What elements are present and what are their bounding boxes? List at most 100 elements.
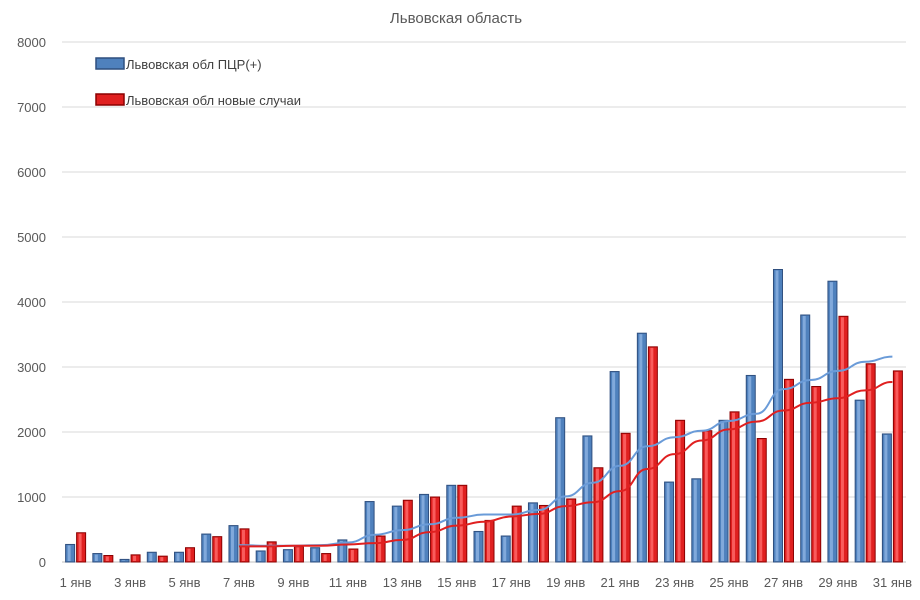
bar-pcr-highlight bbox=[421, 495, 425, 561]
x-tick-label: 3 янв bbox=[114, 575, 146, 590]
legend[interactable]: Львовская обл ПЦР(+) Львовская обл новые … bbox=[95, 57, 301, 108]
bar-pcr-highlight bbox=[94, 554, 98, 561]
bar-new-cases-highlight bbox=[623, 434, 627, 561]
bar-pcr-highlight bbox=[394, 507, 398, 561]
x-tick-label: 17 янв bbox=[492, 575, 531, 590]
bar-pcr-highlight bbox=[503, 537, 507, 561]
legend-item[interactable]: Львовская обл ПЦР(+) bbox=[95, 57, 262, 72]
bar-pcr-highlight bbox=[748, 376, 752, 561]
bar-pcr-highlight bbox=[285, 550, 289, 561]
legend-swatch bbox=[95, 93, 125, 106]
x-tick-label: 9 янв bbox=[277, 575, 309, 590]
bar-new-cases-highlight bbox=[759, 439, 763, 561]
x-tick-label: 13 янв bbox=[383, 575, 422, 590]
bar-pcr-highlight bbox=[775, 270, 779, 561]
legend-item[interactable]: Львовская обл новые случаи bbox=[95, 93, 301, 108]
legend-label: Львовская обл ПЦР(+) bbox=[126, 57, 262, 72]
trendline-new-cases bbox=[238, 380, 893, 548]
bar-new-cases-highlight bbox=[677, 421, 681, 561]
bar-pcr-highlight bbox=[122, 560, 126, 561]
bar-new-cases-highlight bbox=[514, 507, 518, 561]
bar-new-cases-highlight bbox=[296, 547, 300, 561]
bar-pcr-highlight bbox=[258, 551, 262, 561]
y-tick-label: 7000 bbox=[17, 100, 46, 115]
y-tick-label: 1000 bbox=[17, 490, 46, 505]
bar-pcr-highlight bbox=[530, 503, 534, 561]
x-tick-label: 29 янв bbox=[818, 575, 857, 590]
bar-new-cases-highlight bbox=[595, 468, 599, 561]
bar-new-cases-highlight bbox=[187, 548, 191, 561]
bar-new-cases-highlight bbox=[459, 486, 463, 561]
bar-new-cases-highlight bbox=[868, 364, 872, 561]
legend-label: Львовская обл новые случаи bbox=[126, 93, 301, 108]
x-tick-label: 7 янв bbox=[223, 575, 255, 590]
bar-new-cases-highlight bbox=[350, 550, 354, 561]
bar-pcr-highlight bbox=[829, 282, 833, 561]
bar-new-cases-highlight bbox=[786, 380, 790, 561]
bar-new-cases-highlight bbox=[732, 412, 736, 561]
bar-pcr-highlight bbox=[693, 479, 697, 561]
bar-new-cases-highlight bbox=[895, 371, 899, 561]
bar-pcr-highlight bbox=[367, 502, 371, 561]
x-tick-label: 23 янв bbox=[655, 575, 694, 590]
y-tick-label: 3000 bbox=[17, 360, 46, 375]
trendlines bbox=[238, 355, 893, 548]
bar-new-cases-highlight bbox=[813, 387, 817, 561]
bar-new-cases-highlight bbox=[432, 498, 436, 561]
bar-pcr-highlight bbox=[557, 418, 561, 561]
trendline-pcr bbox=[238, 355, 893, 547]
bar-new-cases-highlight bbox=[323, 554, 327, 561]
bar-new-cases-highlight bbox=[405, 501, 409, 561]
gridlines bbox=[62, 41, 906, 563]
bar-pcr-highlight bbox=[149, 553, 153, 561]
bar-pcr-highlight bbox=[312, 548, 316, 561]
bar-pcr-highlight bbox=[884, 434, 888, 561]
x-tick-label: 5 янв bbox=[169, 575, 201, 590]
bar-pcr-highlight bbox=[857, 401, 861, 561]
bars bbox=[65, 269, 903, 563]
bar-new-cases-highlight bbox=[840, 317, 844, 561]
x-tick-label: 1 янв bbox=[60, 575, 92, 590]
bar-new-cases-highlight bbox=[269, 542, 273, 561]
bar-new-cases-highlight bbox=[160, 557, 164, 561]
x-tick-label: 15 янв bbox=[437, 575, 476, 590]
bar-new-cases-highlight bbox=[214, 537, 218, 561]
x-tick-label: 11 янв bbox=[329, 575, 367, 590]
bar-new-cases-highlight bbox=[541, 506, 545, 561]
x-tick-label: 25 янв bbox=[709, 575, 748, 590]
chart-title: Львовская область bbox=[390, 10, 522, 27]
bar-pcr-highlight bbox=[476, 532, 479, 561]
y-axis: 0 1000 2000 3000 4000 5000 6000 7000 8000 bbox=[17, 35, 46, 570]
bar-pcr-highlight bbox=[666, 483, 670, 561]
bar-pcr-highlight bbox=[203, 535, 207, 561]
bar-pcr-highlight bbox=[802, 316, 806, 561]
x-axis: 1 янв 3 янв 5 янв 7 янв 9 янв 11 янв 13 янв 15 … bbox=[60, 575, 912, 590]
x-tick-label: 31 янв bbox=[873, 575, 912, 590]
bar-new-cases-highlight bbox=[78, 533, 82, 561]
bar-pcr-highlight bbox=[176, 553, 180, 561]
y-tick-label: 5000 bbox=[17, 230, 46, 245]
bar-new-cases-highlight bbox=[650, 347, 654, 561]
bar-new-cases-highlight bbox=[105, 556, 109, 561]
bar-new-cases-highlight bbox=[378, 537, 382, 561]
bar-pcr-highlight bbox=[584, 436, 588, 561]
bar-new-cases-highlight bbox=[704, 431, 708, 561]
bar-pcr-highlight bbox=[721, 421, 725, 561]
x-tick-label: 27 янв bbox=[764, 575, 803, 590]
y-tick-label: 2000 bbox=[17, 425, 46, 440]
legend-swatch bbox=[95, 57, 125, 70]
bar-pcr-highlight bbox=[339, 540, 343, 561]
bar-pcr-highlight bbox=[230, 526, 234, 561]
bar-pcr-highlight bbox=[67, 545, 71, 561]
bar-pcr-highlight bbox=[448, 486, 452, 561]
bar-new-cases-highlight bbox=[487, 521, 490, 561]
x-tick-label: 21 янв bbox=[601, 575, 640, 590]
bar-new-cases-highlight bbox=[133, 555, 137, 561]
x-tick-label: 19 янв bbox=[546, 575, 585, 590]
bar-new-cases-highlight bbox=[568, 499, 572, 561]
y-tick-label: 6000 bbox=[17, 165, 46, 180]
y-tick-label: 4000 bbox=[17, 295, 46, 310]
y-tick-label: 8000 bbox=[17, 35, 46, 50]
